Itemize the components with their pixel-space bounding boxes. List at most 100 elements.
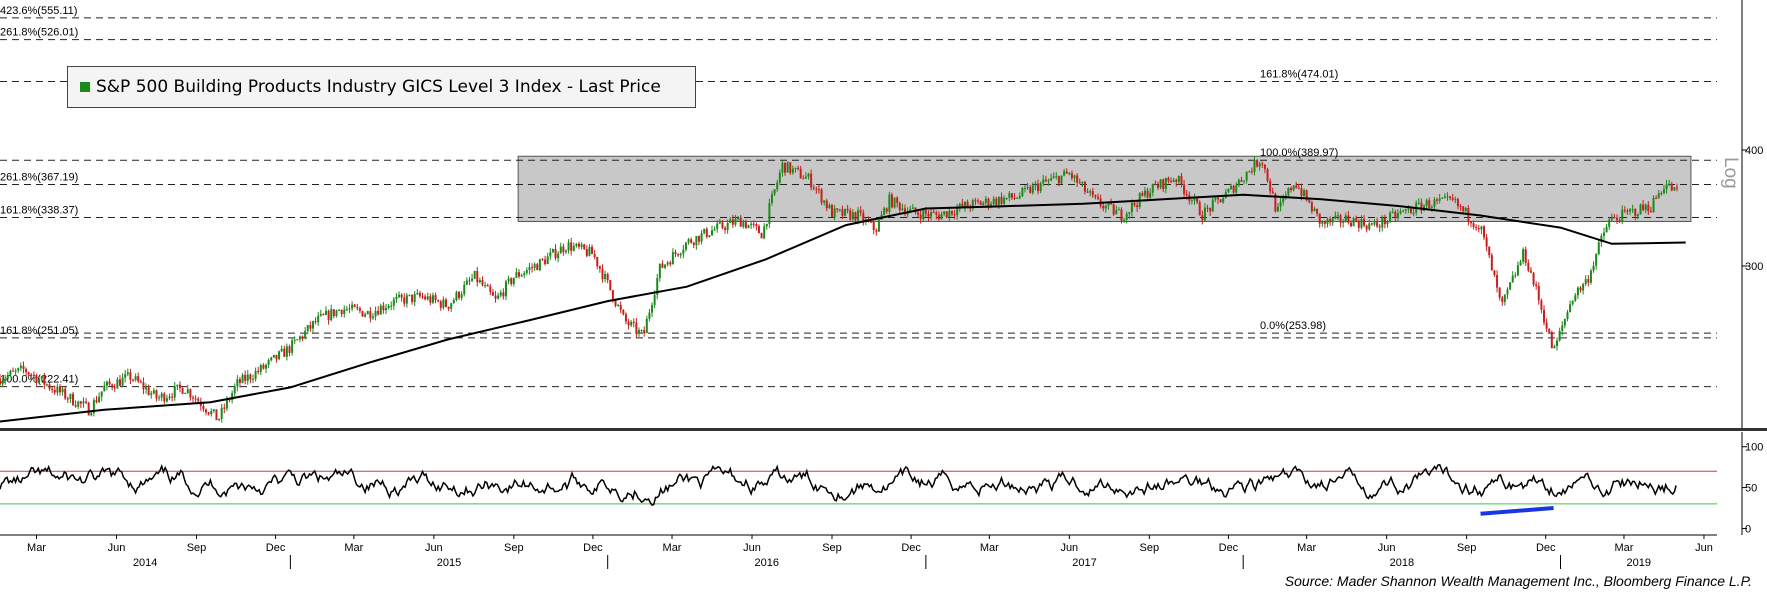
price-candle: [671, 252, 674, 265]
price-candle: [807, 173, 810, 177]
price-candle: [974, 200, 977, 202]
month-tick-label: Dec: [266, 542, 286, 554]
price-candle: [85, 401, 88, 403]
price-candle: [1477, 228, 1480, 230]
price-candle: [1021, 188, 1024, 196]
price-candle: [643, 330, 646, 334]
price-candle: [1237, 179, 1240, 186]
price-candle: [447, 306, 450, 309]
price-candle: [27, 372, 30, 375]
price-candle: [233, 386, 236, 394]
price-candle: [155, 390, 158, 399]
price-candle: [338, 309, 341, 311]
price-candle: [1480, 226, 1483, 230]
price-candle: [1511, 275, 1514, 283]
price-candle: [1206, 207, 1209, 209]
price-candle: [0, 378, 1, 385]
price-candle: [562, 246, 565, 253]
price-candle: [1063, 171, 1066, 176]
price-candle: [1475, 226, 1478, 229]
price-candle: [1540, 300, 1543, 310]
price-candle: [340, 309, 343, 315]
price-candle: [653, 294, 656, 305]
price-candle: [335, 310, 338, 317]
price-candle: [963, 201, 966, 207]
price-candle: [1537, 286, 1540, 301]
price-candle: [476, 270, 479, 283]
price-candle: [742, 222, 745, 227]
price-candle: [833, 208, 836, 218]
price-candle: [930, 212, 933, 217]
year-tick-label: 2018: [1390, 557, 1414, 569]
price-candle: [1490, 255, 1493, 271]
price-candle: [1634, 209, 1637, 217]
price-candle: [789, 162, 792, 173]
price-candle: [265, 364, 268, 369]
price-candle: [212, 409, 215, 411]
price-candle: [1545, 322, 1548, 329]
price-candle: [184, 392, 187, 394]
price-candle: [392, 299, 395, 306]
price-candle: [752, 223, 755, 225]
price-candle: [353, 304, 356, 308]
price-candle: [890, 194, 893, 208]
price-candle: [591, 246, 594, 255]
price-candle: [494, 295, 497, 299]
price-candle: [416, 293, 419, 295]
price-candle: [145, 387, 148, 390]
price-candle: [1644, 204, 1647, 211]
fib-level-label: 100.0%(389.97): [1260, 147, 1338, 159]
price-candle: [823, 200, 826, 203]
price-candle: [361, 310, 364, 317]
price-candle: [45, 384, 48, 386]
price-candle: [1660, 192, 1663, 194]
price-candle: [1149, 192, 1152, 198]
price-candle: [1613, 217, 1616, 219]
price-candle: [883, 208, 886, 215]
price-candle: [1368, 223, 1371, 230]
price-candle: [1102, 205, 1105, 209]
price-candle: [1243, 180, 1246, 182]
fib-level-label: 161.8%(251.05): [0, 325, 78, 337]
price-candle: [862, 212, 865, 222]
price-candle: [666, 262, 669, 265]
price-candle: [1425, 200, 1428, 206]
price-candle: [1308, 200, 1311, 203]
price-candle: [66, 398, 69, 400]
price-candle: [163, 393, 166, 402]
price-candle: [244, 374, 247, 381]
price-candle: [810, 173, 813, 188]
fib-level-label: 161.8%(338.37): [0, 204, 78, 216]
shaded-range: [517, 155, 1692, 222]
price-candle: [1256, 159, 1259, 167]
price-candle: [1016, 197, 1019, 199]
price-candle: [695, 236, 698, 246]
price-candle: [1156, 185, 1159, 188]
price-candle: [1037, 183, 1040, 192]
price-candle: [366, 311, 369, 315]
price-candle: [857, 210, 860, 221]
price-candle: [1227, 189, 1230, 193]
price-candle: [1587, 279, 1590, 283]
price-candle: [121, 377, 124, 386]
price-candle: [1454, 199, 1457, 201]
price-candle: [1657, 193, 1660, 199]
price-candle: [98, 396, 101, 403]
price-candle: [1433, 199, 1436, 207]
price-candle: [943, 211, 946, 214]
price-candle: [325, 310, 328, 315]
price-candle: [236, 379, 239, 387]
price-candle: [1133, 202, 1136, 206]
price-candle: [1673, 187, 1676, 191]
price-candle: [1579, 287, 1582, 291]
price-candle: [238, 379, 241, 383]
price-candle: [403, 297, 406, 304]
price-candle: [575, 243, 578, 247]
price-candle: [262, 364, 265, 369]
price-candle: [992, 198, 995, 205]
price-candle: [223, 407, 226, 409]
price-candle: [442, 299, 445, 308]
price-candle: [218, 418, 221, 421]
price-candle: [703, 228, 706, 234]
price-candle: [757, 226, 760, 234]
